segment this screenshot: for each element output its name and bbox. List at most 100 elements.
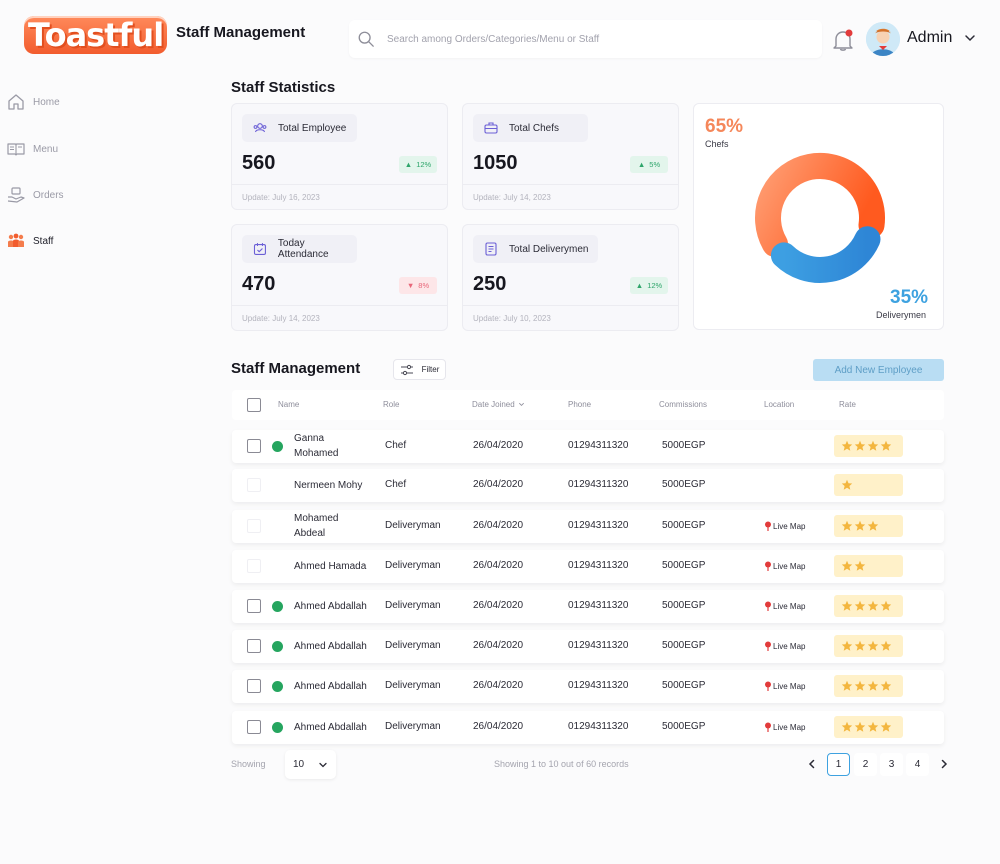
chevron-right-icon[interactable]: [938, 758, 950, 770]
date-joined: 26/04/2020: [473, 721, 524, 732]
map-pin-icon: [765, 681, 771, 691]
sidebar-item-home[interactable]: Home: [7, 93, 60, 111]
stat-label-box: Total Deliverymen: [473, 235, 598, 263]
page-3-button[interactable]: 3: [880, 753, 903, 776]
user-name[interactable]: Admin: [907, 29, 953, 46]
phone: 01294311320: [568, 520, 629, 531]
management-title: Staff Management: [231, 360, 361, 377]
star-icon: [841, 560, 853, 571]
phone: 01294311320: [568, 560, 629, 571]
row-checkbox[interactable]: [247, 519, 261, 533]
phone: 01294311320: [568, 680, 629, 691]
rating-badge: [834, 675, 903, 697]
table-row[interactable]: Nermeen Mohy Chef 26/04/2020 01294311320 500…: [232, 469, 944, 502]
row-checkbox[interactable]: [247, 639, 261, 653]
stat-card-total-deliverymen: Total Deliverymen 250 ▲ 12% Update: July …: [462, 224, 679, 331]
star-icon: [854, 721, 866, 732]
staff-name[interactable]: Nermeen Mohy: [294, 480, 363, 491]
chevron-left-icon[interactable]: [806, 758, 818, 770]
star-icon: [854, 520, 866, 531]
search-bar[interactable]: [349, 20, 822, 58]
page-2-button[interactable]: 2: [854, 753, 877, 776]
bell-icon[interactable]: [832, 28, 854, 52]
row-checkbox[interactable]: [247, 679, 261, 693]
live-map-link[interactable]: Live Map: [764, 521, 805, 531]
add-new-employee-button[interactable]: Add New Employee: [813, 359, 944, 381]
live-map-link[interactable]: Live Map: [764, 722, 805, 732]
stat-label-box: Today Attendance: [242, 235, 357, 263]
page-1-button[interactable]: 1: [827, 753, 850, 776]
star-icon: [854, 440, 866, 451]
column-header-date-joined[interactable]: Date Joined: [472, 400, 525, 409]
live-map-link[interactable]: Live Map: [764, 601, 805, 611]
filter-label: Filter: [421, 365, 440, 374]
staff-name[interactable]: Ahmed Abdallah: [294, 641, 367, 652]
phone: 01294311320: [568, 600, 629, 611]
column-header-role[interactable]: Role: [383, 400, 400, 409]
map-pin-icon: [765, 601, 771, 611]
staff-name[interactable]: Ahmed Hamada: [294, 561, 367, 572]
sidebar-item-label: Staff: [33, 235, 54, 247]
star-icon: [880, 640, 892, 651]
divider: [463, 184, 678, 185]
chefs-label: Chefs: [705, 139, 729, 149]
toastful-logo[interactable]: Toastful: [24, 16, 168, 54]
row-checkbox[interactable]: [247, 439, 261, 453]
select-all-checkbox[interactable]: [247, 398, 261, 412]
staff-name[interactable]: Ahmed Abdallah: [294, 722, 367, 733]
sidebar-item-orders[interactable]: Orders: [7, 186, 64, 204]
stat-date: Update: July 16, 2023: [242, 193, 320, 202]
table-row[interactable]: Ahmed Abdallah Deliveryman 26/04/2020 01294…: [232, 711, 944, 744]
sidebar-item-staff[interactable]: Staff: [7, 232, 53, 250]
table-row[interactable]: Ganna Mohamed Chef 26/04/2020 01294311320 50…: [232, 430, 944, 463]
column-header-commissions[interactable]: Commissions: [659, 400, 708, 409]
table-row[interactable]: Ahmed Abdallah Deliveryman 26/04/2020 01294…: [232, 590, 944, 623]
star-icon: [854, 640, 866, 651]
phone: 01294311320: [568, 479, 629, 490]
live-map-link[interactable]: Live Map: [764, 561, 805, 571]
chevron-down-icon[interactable]: [962, 30, 978, 46]
commission: 5000EGP: [662, 520, 706, 531]
deliverymen-label: Deliverymen: [876, 310, 927, 320]
staff-ratio-donut: [755, 152, 885, 283]
staff-name[interactable]: Mohamed Abdeal: [294, 513, 339, 539]
staff-name[interactable]: Ganna Mohamed: [294, 433, 339, 459]
column-header-location[interactable]: Location: [764, 400, 795, 409]
live-map-link[interactable]: Live Map: [764, 681, 805, 691]
table-row[interactable]: Ahmed Hamada Deliveryman 26/04/2020 0129431…: [232, 550, 944, 583]
chevron-down-icon: [518, 402, 524, 406]
stat-label: Total Employee: [278, 122, 347, 134]
row-checkbox[interactable]: [247, 599, 261, 613]
staff-role: Chef: [385, 440, 407, 451]
column-header-rate[interactable]: Rate: [839, 400, 856, 409]
stat-card-total-employee: Total Employee 560 ▲ 12% Update: July 16,…: [231, 103, 448, 210]
row-checkbox[interactable]: [247, 720, 261, 734]
row-checkbox[interactable]: [247, 559, 261, 573]
column-header-phone[interactable]: Phone: [568, 400, 592, 409]
star-icon: [841, 520, 853, 531]
receipt-icon: [485, 242, 497, 256]
table-row[interactable]: Ahmed Abdallah Deliveryman 26/04/2020 01294…: [232, 630, 944, 663]
staff-role: Deliveryman: [385, 560, 441, 571]
avatar[interactable]: [866, 22, 900, 56]
staff-role: Deliveryman: [385, 680, 441, 691]
row-checkbox[interactable]: [247, 478, 261, 492]
staff-role: Deliveryman: [385, 721, 441, 732]
column-header-name[interactable]: Name: [278, 400, 300, 409]
table-row[interactable]: Ahmed Abdallah Deliveryman 26/04/2020 01294…: [232, 670, 944, 703]
staff-name[interactable]: Ahmed Abdallah: [294, 601, 367, 612]
arrow-up-icon: ▲: [404, 160, 413, 169]
staff-name[interactable]: Ahmed Abdallah: [294, 681, 367, 692]
donut-segment-deliverymen: [770, 226, 881, 283]
sidebar-item-menu[interactable]: Menu: [7, 140, 58, 158]
live-map-link[interactable]: Live Map: [764, 641, 805, 651]
divider: [232, 305, 447, 306]
filter-button[interactable]: Filter: [393, 359, 446, 380]
online-status-dot: [272, 722, 283, 733]
page-size-select[interactable]: 10: [285, 750, 336, 779]
page-title: Staff Management: [176, 24, 306, 41]
search-input[interactable]: [387, 33, 807, 45]
page-4-button[interactable]: 4: [906, 753, 929, 776]
table-row[interactable]: Mohamed Abdeal Deliveryman 26/04/2020 01294…: [232, 510, 944, 543]
staff-ratio-donut-card: 65% Chefs 35% Deliverymen: [693, 103, 944, 330]
